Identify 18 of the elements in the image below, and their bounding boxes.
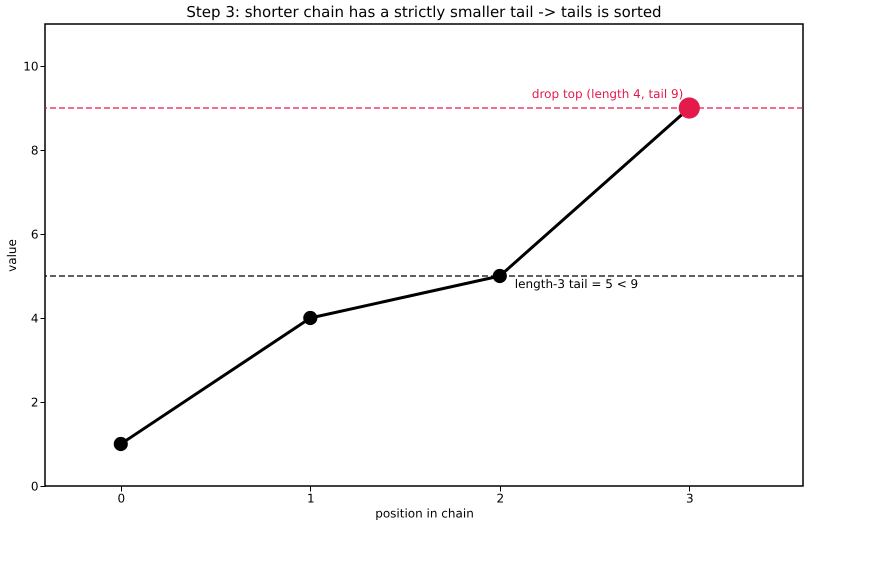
point [492,268,507,284]
x-tick-label: 2 [496,492,504,506]
y-tick-label: 4 [30,312,38,326]
y-tick-label: 0 [30,480,38,494]
y-tick-label: 6 [30,228,38,242]
x-tick-label: 1 [306,492,315,506]
x-tick-label: 0 [117,492,126,506]
y-tick-label: 2 [30,396,38,410]
y-tick-label: 8 [30,144,38,158]
x-axis-title: position in chain [375,506,474,520]
point [303,310,318,326]
ref-line-label: length-3 tail = 5 < 9 [514,277,638,291]
y-tick-label: 10 [23,60,38,74]
point [114,436,128,452]
ref-line-label: drop top (length 4, tail 9) [532,87,684,101]
y-axis-title: value [5,239,20,272]
chart-title: Step 3: shorter chain has a strictly smaller tail -> tails is sorted [186,3,662,21]
x-tick-label: 3 [686,492,694,506]
